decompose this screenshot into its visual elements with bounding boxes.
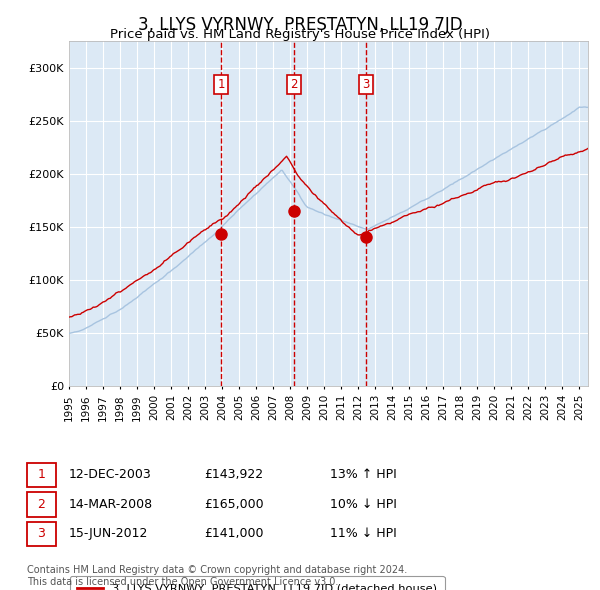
Legend: 3, LLYS VYRNWY, PRESTATYN, LL19 7JD (detached house), HPI: Average price, detach: 3, LLYS VYRNWY, PRESTATYN, LL19 7JD (det… <box>70 576 445 590</box>
Text: 2: 2 <box>290 78 298 91</box>
Text: 1: 1 <box>218 78 225 91</box>
Text: 11% ↓ HPI: 11% ↓ HPI <box>330 527 397 540</box>
Text: Contains HM Land Registry data © Crown copyright and database right 2024.
This d: Contains HM Land Registry data © Crown c… <box>27 565 407 587</box>
Text: 2: 2 <box>37 498 46 511</box>
Text: £143,922: £143,922 <box>204 468 263 481</box>
Text: £141,000: £141,000 <box>204 527 263 540</box>
Text: 1: 1 <box>37 468 46 481</box>
Text: 12-DEC-2003: 12-DEC-2003 <box>69 468 152 481</box>
Text: 15-JUN-2012: 15-JUN-2012 <box>69 527 148 540</box>
Text: £165,000: £165,000 <box>204 498 263 511</box>
Text: 3: 3 <box>37 527 46 540</box>
Text: 14-MAR-2008: 14-MAR-2008 <box>69 498 153 511</box>
Text: 3, LLYS VYRNWY, PRESTATYN, LL19 7JD: 3, LLYS VYRNWY, PRESTATYN, LL19 7JD <box>137 16 463 34</box>
Text: Price paid vs. HM Land Registry's House Price Index (HPI): Price paid vs. HM Land Registry's House … <box>110 28 490 41</box>
Text: 10% ↓ HPI: 10% ↓ HPI <box>330 498 397 511</box>
Text: 13% ↑ HPI: 13% ↑ HPI <box>330 468 397 481</box>
Text: 3: 3 <box>362 78 370 91</box>
